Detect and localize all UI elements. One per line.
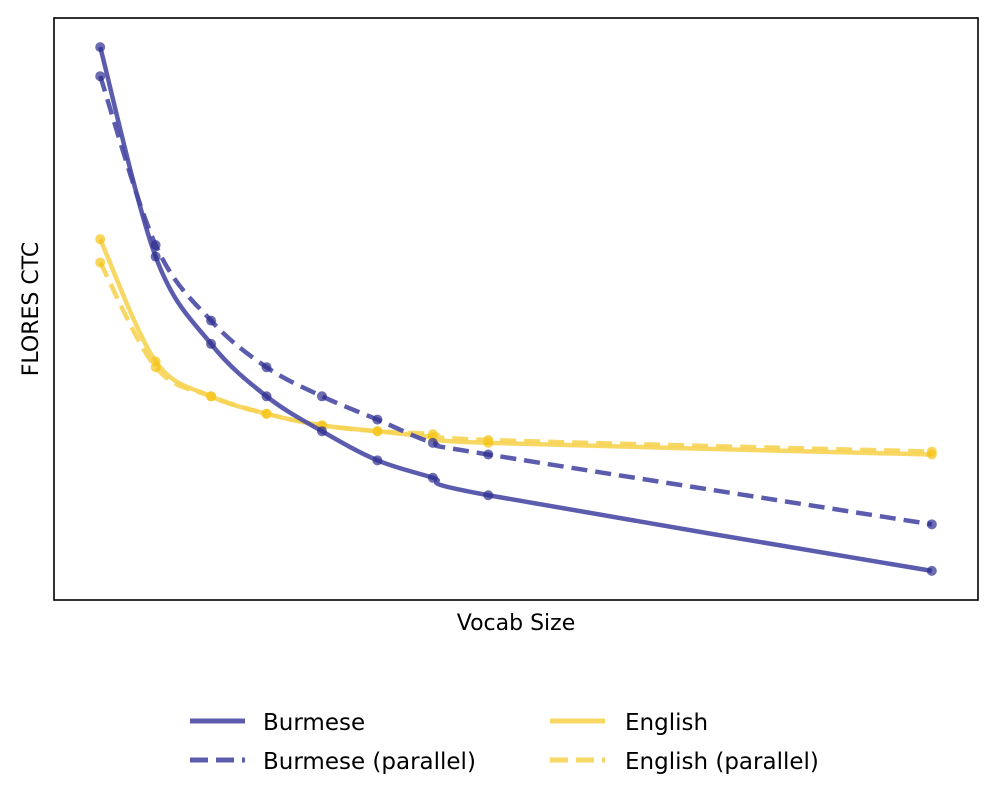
data-point-english-0 xyxy=(95,234,106,245)
data-point-english-parallel-5 xyxy=(372,426,383,437)
data-point-burmese-3 xyxy=(261,391,272,402)
data-point-burmese-parallel-0 xyxy=(95,71,106,82)
y-axis-label: FLORES CTC xyxy=(19,242,44,376)
data-point-burmese-parallel-6 xyxy=(427,437,438,448)
data-point-english-parallel-0 xyxy=(95,257,106,268)
data-point-english-parallel-6 xyxy=(427,429,438,440)
data-point-english-parallel-3 xyxy=(261,408,272,419)
data-point-burmese-parallel-8 xyxy=(926,519,937,530)
series-line-burmese xyxy=(98,46,933,574)
data-point-english-parallel-2 xyxy=(206,391,217,402)
data-point-burmese-0 xyxy=(95,42,106,53)
legend: Burmese Burmese (parallel) English Engli… xyxy=(190,710,819,775)
series-line-english-parallel xyxy=(98,261,932,454)
data-point-burmese-7 xyxy=(483,490,494,501)
data-point-burmese-6 xyxy=(427,472,438,483)
plot-frame xyxy=(53,17,979,601)
x-axis-label: Vocab Size xyxy=(457,611,576,636)
data-point-burmese-parallel-3 xyxy=(261,362,272,373)
data-point-burmese-parallel-4 xyxy=(316,391,327,402)
series-line-burmese-parallel xyxy=(98,75,933,527)
legend-label-burmese-parallel: Burmese (parallel) xyxy=(263,749,476,775)
data-point-burmese-5 xyxy=(372,455,383,466)
data-point-burmese-parallel-2 xyxy=(206,315,217,326)
data-point-english-parallel-7 xyxy=(483,434,494,445)
data-point-burmese-8 xyxy=(926,565,937,576)
legend-label-english: English xyxy=(625,710,708,736)
series-line-english xyxy=(98,238,932,457)
data-point-english-parallel-8 xyxy=(926,446,937,457)
data-point-burmese-parallel-1 xyxy=(150,239,161,250)
data-point-burmese-4 xyxy=(316,426,327,437)
data-point-english-parallel-1 xyxy=(150,362,161,373)
data-point-burmese-parallel-5 xyxy=(372,414,383,425)
plot-layer xyxy=(95,42,937,576)
legend-label-english-parallel: English (parallel) xyxy=(625,749,819,775)
data-point-burmese-2 xyxy=(206,338,217,349)
data-point-burmese-1 xyxy=(150,251,161,262)
legend-label-burmese: Burmese xyxy=(263,710,365,736)
data-point-burmese-parallel-7 xyxy=(483,449,494,460)
